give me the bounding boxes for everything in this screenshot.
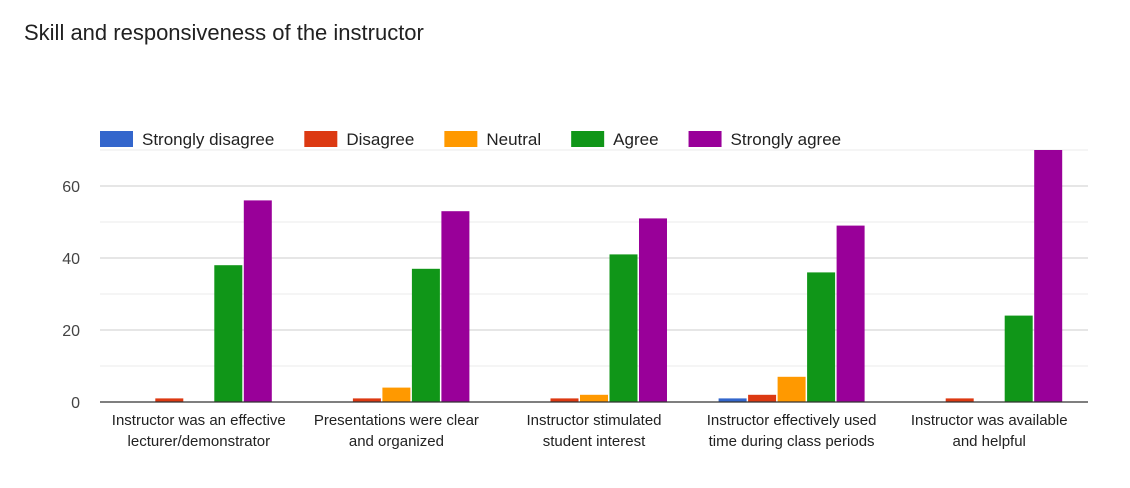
legend-swatch xyxy=(688,131,722,147)
bar[interactable] xyxy=(748,394,777,402)
category-label: Presentations were clear and organized xyxy=(314,412,479,450)
bar[interactable] xyxy=(945,398,974,402)
legend-swatch xyxy=(571,131,605,147)
bar[interactable] xyxy=(639,218,667,402)
legend-label[interactable]: Strongly disagree xyxy=(142,130,274,149)
bar[interactable] xyxy=(155,398,184,402)
legend-label[interactable]: Disagree xyxy=(346,130,414,149)
bar[interactable] xyxy=(718,398,747,402)
bar[interactable] xyxy=(1034,150,1063,402)
bar[interactable] xyxy=(411,268,440,402)
bar[interactable] xyxy=(243,200,272,402)
bar[interactable] xyxy=(609,254,638,402)
category-label: Instructor was an effective lecturer/demo… xyxy=(112,412,286,450)
legend-swatch xyxy=(444,131,478,147)
legend-label[interactable]: Agree xyxy=(613,130,658,149)
category-label: Instructor stimulated student interest xyxy=(526,412,661,450)
y-tick-label: 60 xyxy=(62,179,80,196)
bar[interactable] xyxy=(580,394,608,402)
category-labels: Instructor was an effective lecturer/demo… xyxy=(112,412,1068,450)
category-label: Instructor effectively used time during c… xyxy=(707,412,877,450)
legend-swatch xyxy=(100,131,133,147)
legend-label[interactable]: Neutral xyxy=(486,130,541,149)
bar[interactable] xyxy=(550,398,579,402)
y-tick-label: 20 xyxy=(62,323,80,340)
bar[interactable] xyxy=(382,387,411,402)
bar[interactable] xyxy=(777,376,806,402)
bar[interactable] xyxy=(352,398,381,402)
y-axis-ticks: 0 20 40 60 xyxy=(62,179,80,412)
legend-label[interactable]: Strongly agree xyxy=(731,130,842,149)
category-label: Instructor was available and helpful xyxy=(911,412,1068,450)
chart-title: Skill and responsiveness of the instruct… xyxy=(24,20,424,45)
y-tick-label: 40 xyxy=(62,251,80,268)
y-tick-label: 0 xyxy=(71,395,80,412)
bar[interactable] xyxy=(836,225,865,402)
bar[interactable] xyxy=(441,211,470,402)
bars xyxy=(155,150,1063,402)
legend-swatch xyxy=(304,131,338,147)
bar[interactable] xyxy=(214,265,243,402)
bar[interactable] xyxy=(1004,315,1033,402)
legend: Strongly disagree Disagree Neutral Agree Str… xyxy=(100,130,841,149)
bar[interactable] xyxy=(807,272,836,402)
